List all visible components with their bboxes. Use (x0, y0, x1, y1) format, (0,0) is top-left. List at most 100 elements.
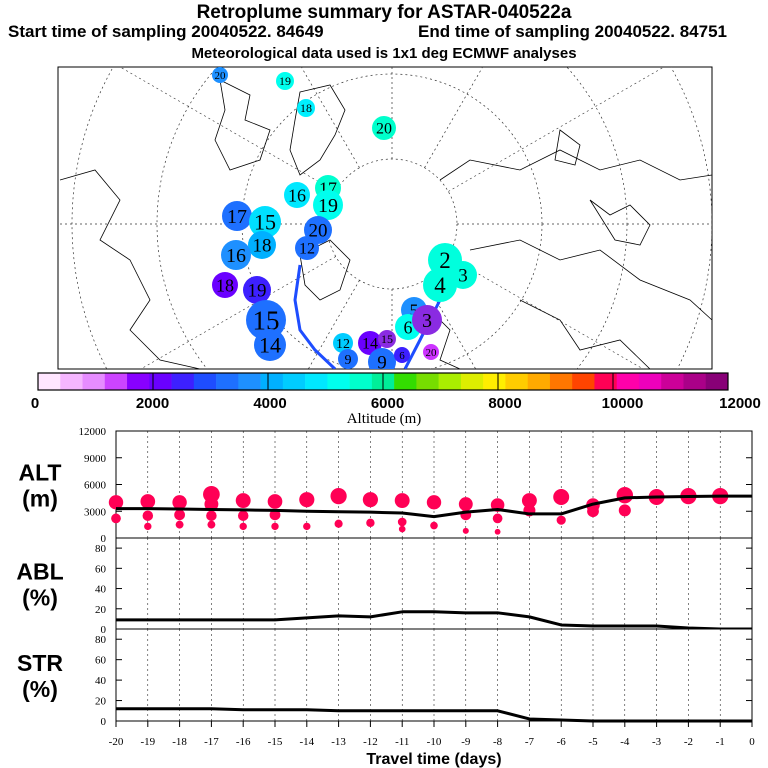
plume-label: 15 (254, 210, 276, 235)
series-line (116, 707, 752, 723)
colorbar-tick-label: 2000 (136, 395, 169, 412)
altitude-marker (172, 495, 187, 510)
colorbar-segment (661, 373, 684, 390)
x-tick-label: -13 (331, 736, 346, 748)
x-tick-label: -3 (652, 736, 662, 748)
plume-label: 14 (259, 333, 281, 358)
plume-label: 5 (410, 300, 419, 320)
colorbar-tick-label: 10000 (602, 395, 644, 412)
x-tick-label: -12 (363, 736, 378, 748)
plume-circle (394, 347, 410, 363)
colorbar-tick-label: 12000 (719, 395, 761, 412)
altitude-marker (330, 487, 347, 505)
y-tick-label: 40 (95, 675, 107, 687)
altitude-marker (492, 513, 503, 524)
colorbar-segment (60, 373, 83, 390)
x-tick-label: -2 (684, 736, 693, 748)
plume-label: 12 (336, 337, 350, 352)
colorbar-segment (216, 373, 239, 390)
plume-label: 9 (377, 353, 387, 374)
y-tick-label: 6000 (84, 480, 107, 492)
plume-circle (284, 182, 310, 208)
colorbar-segment (594, 373, 618, 390)
plume-label: 20 (215, 70, 227, 82)
colorbar-segment (638, 373, 662, 390)
y-tick-label: 0 (101, 716, 107, 728)
x-tick-label: 0 (749, 736, 755, 748)
coastline (589, 199, 651, 246)
altitude-marker (458, 497, 473, 512)
plume-circle (423, 344, 439, 360)
altitude-marker (207, 520, 216, 529)
chart-title: Retroplume summary for ASTAR-040522a (196, 2, 572, 23)
coastline (59, 169, 201, 369)
x-tick-label: -11 (395, 736, 409, 748)
colorbar-segment (705, 373, 729, 390)
altitude-marker (494, 528, 501, 535)
plume-label: 18 (300, 101, 312, 115)
series-line (116, 610, 752, 631)
colorbar-segment (505, 373, 528, 390)
colorbar-segment (82, 373, 106, 390)
trajectory-path (293, 264, 337, 369)
altitude-marker (521, 493, 537, 509)
colorbar-segment (549, 373, 573, 390)
plume-label: 19 (279, 74, 291, 88)
plume-label: 16 (288, 185, 306, 205)
x-tick-label: -18 (172, 736, 187, 748)
altitude-marker (271, 522, 279, 531)
x-tick-label: -10 (427, 736, 442, 748)
altitude-marker (553, 489, 570, 505)
plume-label: 14 (362, 336, 378, 353)
panel-frame (115, 430, 753, 539)
plume-circle (248, 231, 276, 259)
plume-circle (243, 276, 271, 304)
x-tick-label: -9 (461, 736, 471, 748)
plume-label: 15 (381, 332, 393, 346)
plume-circle (333, 333, 353, 353)
colorbar-segment (127, 373, 150, 390)
colorbar-segment (38, 373, 61, 390)
colorbar: 0 2000 4000 6000 8000 10000 12000 (31, 372, 761, 412)
altitude-marker (267, 494, 283, 509)
colorbar-segment (394, 373, 417, 390)
altitude-marker (462, 527, 469, 534)
x-tick-label: -14 (299, 736, 314, 748)
plume-label: 3 (458, 266, 468, 287)
altitude-marker (366, 518, 375, 528)
panel-abl: 0 20 40 60 80 ABL(%) (16, 537, 753, 636)
plume-label: 16 (226, 245, 246, 267)
plume-circle (372, 116, 396, 140)
y-axis-label-line2: (m) (22, 486, 58, 512)
y-tick-label: 60 (95, 655, 107, 667)
y-tick-label: 20 (95, 604, 107, 616)
colorbar-segment (104, 373, 128, 390)
colorbar-segment (416, 373, 439, 390)
altitude-marker (111, 513, 121, 524)
colorbar-segment (171, 373, 195, 390)
colorbar-segment (527, 373, 551, 390)
x-tick-label: -1 (716, 736, 725, 748)
plume-label: 4 (434, 273, 446, 298)
colorbar-segment (193, 373, 217, 390)
plume-circle (378, 330, 396, 348)
colorbar-segment (327, 373, 350, 390)
plume-circle (423, 268, 457, 302)
altitude-marker (430, 521, 438, 530)
meridian-line (307, 280, 360, 369)
altitude-marker (303, 522, 311, 531)
meridian-line (300, 67, 360, 168)
colorbar-segment (683, 373, 707, 390)
altitude-marker (174, 509, 185, 521)
altitude-marker (269, 509, 281, 521)
end-time: End time of sampling 20040522. 84751 (418, 22, 727, 41)
y-tick-label: 60 (95, 563, 107, 575)
colorbar-tick-label: 4000 (253, 395, 286, 412)
altitude-marker (237, 510, 249, 521)
x-tick-label: -20 (109, 736, 124, 748)
altitude-marker (175, 520, 184, 529)
x-tick-label: -17 (204, 736, 219, 748)
plume-circle (449, 261, 477, 289)
x-axis: -20 -19 -18 -17 -16 -15 -14 -13 -12 -11 -10 -9 -8 -7-… (109, 721, 755, 768)
